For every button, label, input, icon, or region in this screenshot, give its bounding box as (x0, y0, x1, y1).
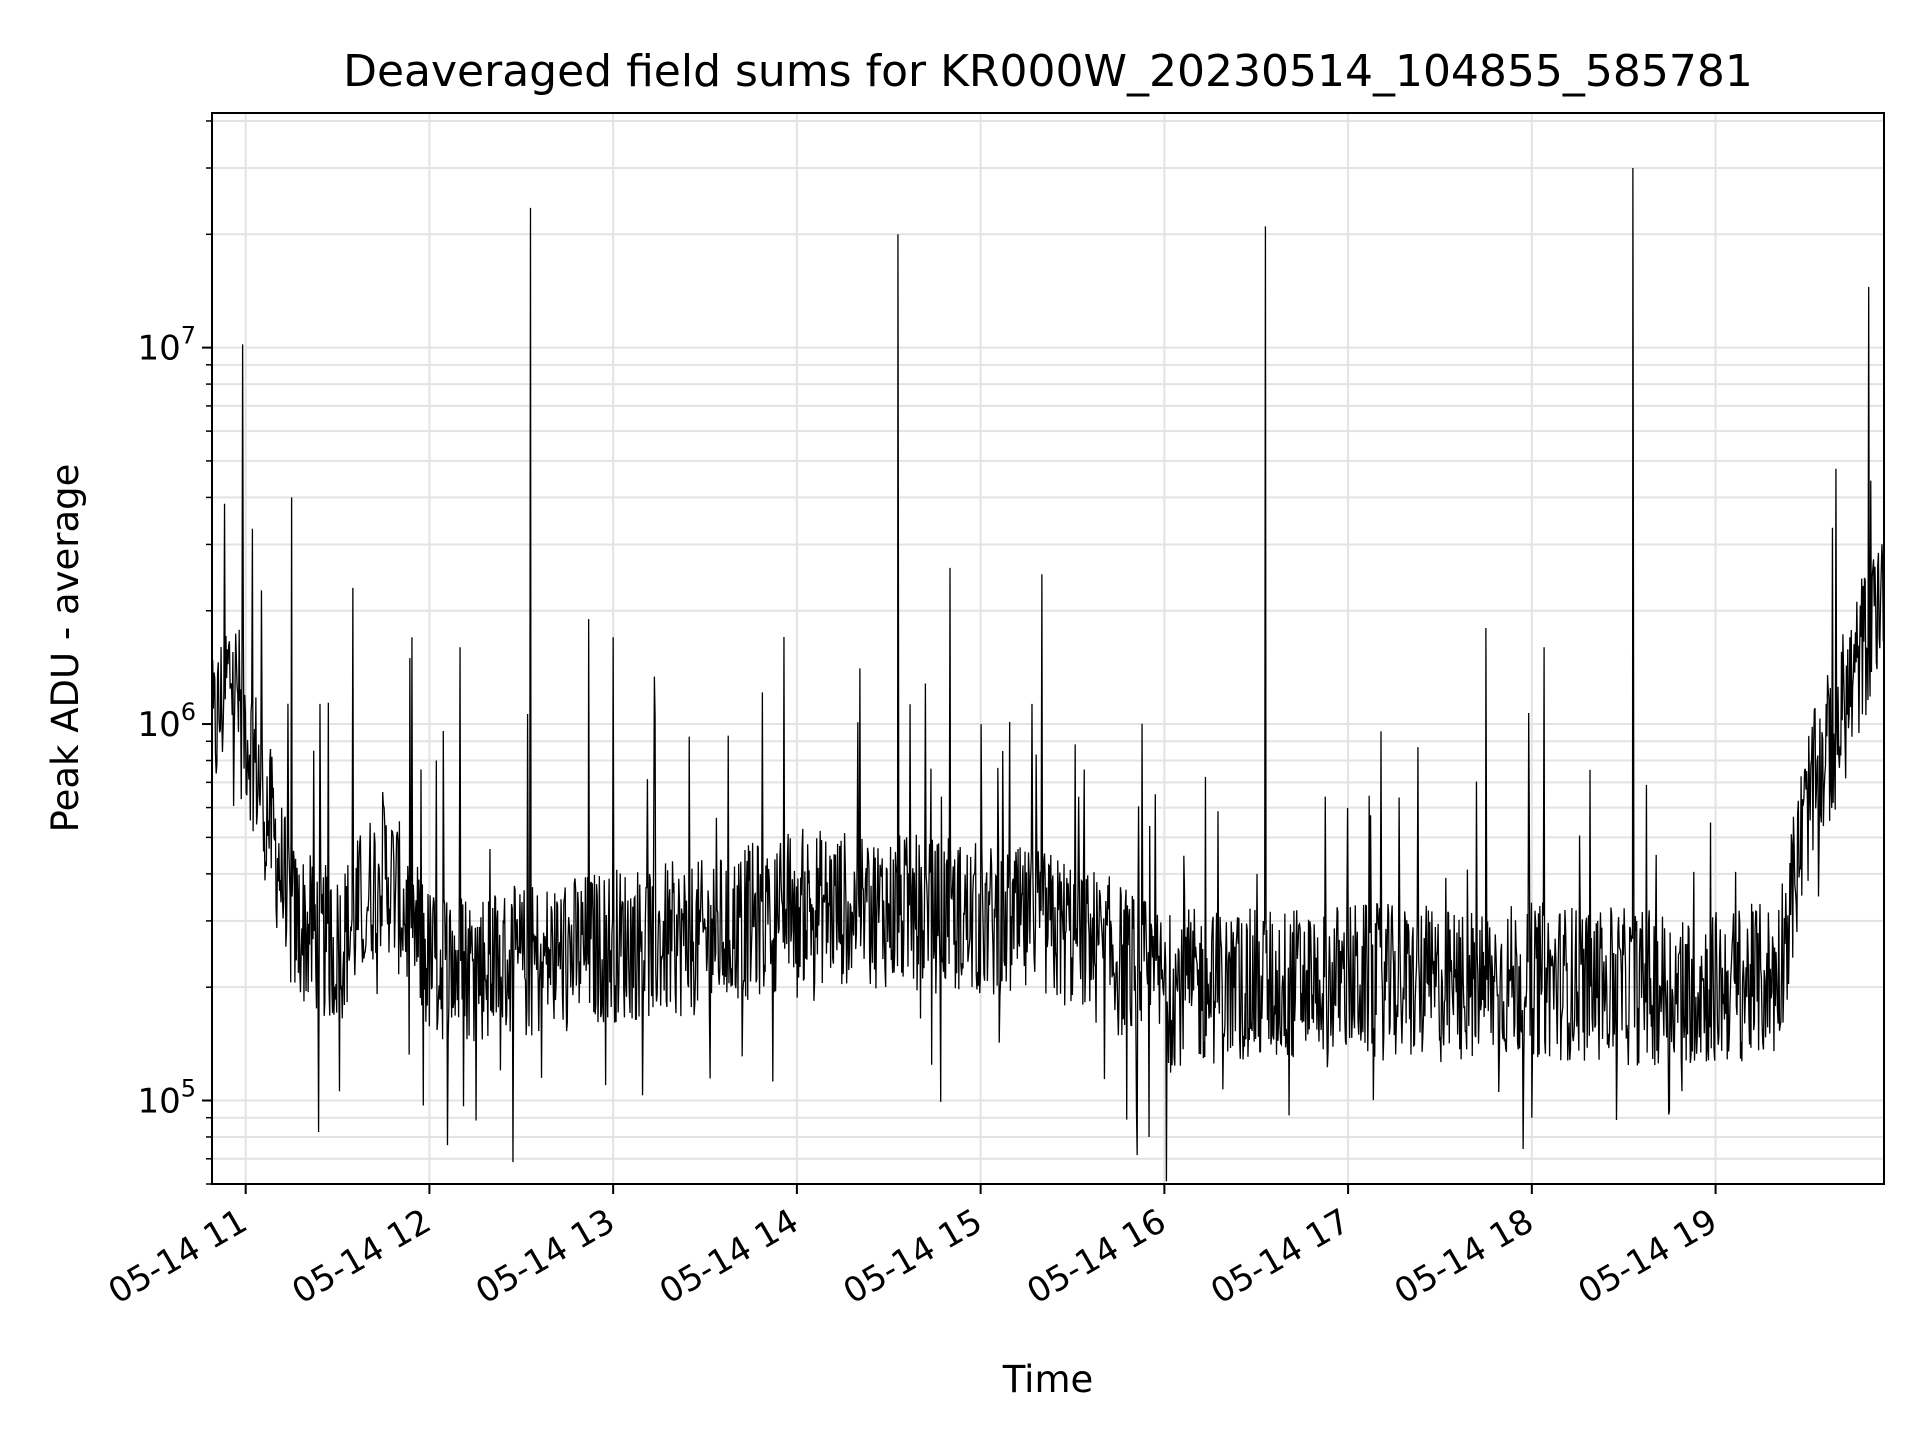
x-tick-label: 05-14 19 (1572, 1201, 1724, 1312)
y-axis: 105 106 107 (137, 120, 212, 1185)
plot-frame (211, 112, 1885, 1185)
x-tick-label: 05-14 11 (102, 1201, 254, 1312)
x-tick-label: 05-14 13 (469, 1201, 621, 1312)
x-tick-label: 05-14 16 (1020, 1201, 1172, 1312)
x-tick-label: 05-14 12 (286, 1201, 438, 1312)
y-tick-label: 105 (137, 1074, 196, 1121)
x-tick-label: 05-14 15 (837, 1201, 989, 1312)
x-tick-label: 05-14 18 (1388, 1201, 1540, 1312)
series-line (211, 168, 1885, 1182)
y-axis-label: Peak ADU - average (44, 464, 87, 833)
chart-title: Deaveraged field sums for KR000W_2023051… (343, 46, 1753, 97)
x-tick-label: 05-14 17 (1204, 1201, 1356, 1312)
series-group (211, 168, 1885, 1182)
y-tick-label: 107 (137, 322, 196, 369)
x-axis: 05-14 11 05-14 12 05-14 13 05-14 14 05-14 15… (102, 1184, 1724, 1312)
x-axis-label: Time (1002, 1358, 1094, 1401)
x-tick-label: 05-14 14 (653, 1201, 805, 1312)
y-tick-label: 106 (137, 698, 196, 745)
